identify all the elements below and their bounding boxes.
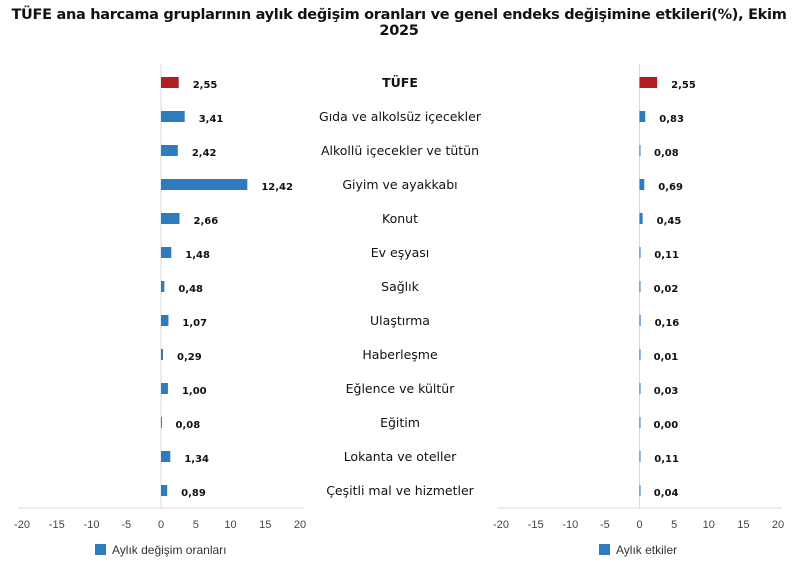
x-tick-label: 5: [671, 519, 677, 531]
bar: [639, 77, 658, 88]
data-label: 12,42: [261, 182, 293, 193]
data-label: 0,45: [657, 216, 682, 227]
category-label: TÜFE: [382, 75, 418, 90]
data-label: 0,11: [654, 250, 679, 261]
data-label: 0,04: [654, 488, 679, 499]
bar: [161, 349, 164, 360]
x-tick-label: -5: [121, 519, 131, 531]
x-tick-label: 20: [294, 519, 306, 531]
data-label: 1,34: [184, 454, 209, 465]
data-label: 0,11: [654, 454, 679, 465]
x-tick-label: -15: [528, 519, 544, 531]
bar: [161, 281, 165, 292]
category-label: Ev eşyası: [371, 245, 430, 260]
x-tick-label: 15: [259, 519, 271, 531]
bar: [639, 485, 641, 496]
bar: [639, 145, 641, 156]
data-label: 0,48: [178, 284, 203, 295]
x-tick-label: -5: [600, 519, 610, 531]
bar: [639, 281, 641, 292]
bar: [639, 179, 645, 190]
category-label: Giyim ve ayakkabı: [342, 177, 457, 192]
bar: [639, 417, 641, 428]
x-tick-label: 10: [224, 519, 236, 531]
bar: [161, 485, 168, 496]
data-label: 3,41: [199, 114, 224, 125]
bar: [161, 111, 185, 122]
data-label: 2,55: [193, 80, 218, 91]
bar: [639, 383, 641, 394]
bar: [161, 145, 178, 156]
category-label: Ulaştırma: [370, 313, 430, 328]
category-label: Eğitim: [380, 415, 420, 430]
bar: [161, 247, 172, 258]
data-label: 1,48: [185, 250, 210, 261]
x-tick-label: -20: [14, 519, 30, 531]
bar: [161, 213, 180, 224]
bar: [639, 349, 641, 360]
x-tick-label: 10: [703, 519, 715, 531]
x-tick-label: 5: [193, 519, 199, 531]
category-label: Konut: [382, 211, 418, 226]
category-label: Haberleşme: [362, 347, 438, 362]
data-label: 0,89: [181, 488, 206, 499]
data-label: 1,07: [182, 318, 207, 329]
category-label: Alkollü içecekler ve tütün: [321, 143, 479, 158]
data-label: 0,16: [655, 318, 680, 329]
x-tick-label: -10: [562, 519, 578, 531]
data-label: 0,08: [176, 420, 201, 431]
data-label: 2,55: [671, 80, 696, 91]
legend-swatch: [95, 544, 106, 555]
legend-label: Aylık etkiler: [616, 543, 677, 557]
bar: [161, 417, 162, 428]
bar: [161, 383, 168, 394]
category-label: Çeşitli mal ve hizmetler: [326, 483, 474, 498]
bar: [639, 451, 641, 462]
x-tick-label: -10: [84, 519, 100, 531]
x-tick-label: 0: [636, 519, 642, 531]
category-label: Gıda ve alkolsüz içecekler: [319, 109, 482, 124]
bar: [639, 111, 646, 122]
category-label: Lokanta ve oteller: [344, 449, 457, 464]
data-label: 0,01: [654, 352, 679, 363]
bar: [161, 315, 169, 326]
data-label: 2,66: [193, 216, 218, 227]
bar: [639, 315, 641, 326]
x-tick-label: -15: [49, 519, 65, 531]
x-tick-label: -20: [493, 519, 509, 531]
chart-title: TÜFE ana harcama gruplarının aylık değiş…: [11, 7, 787, 39]
category-label: Sağlık: [381, 279, 419, 294]
bar: [161, 179, 248, 190]
bar: [161, 77, 179, 88]
data-label: 0,00: [654, 420, 679, 431]
data-label: 0,08: [654, 148, 679, 159]
data-label: 2,42: [192, 148, 217, 159]
data-label: 1,00: [182, 386, 207, 397]
bar: [639, 247, 641, 258]
data-label: 0,29: [177, 352, 202, 363]
data-label: 0,69: [658, 182, 683, 193]
category-label: Eğlence ve kültür: [346, 381, 456, 396]
legend-swatch: [599, 544, 610, 555]
data-label: 0,83: [659, 114, 684, 125]
legend-label: Aylık değişim oranları: [112, 543, 227, 557]
bar: [639, 213, 643, 224]
x-tick-label: 15: [737, 519, 749, 531]
x-tick-label: 0: [158, 519, 164, 531]
data-label: 0,02: [654, 284, 679, 295]
data-label: 0,03: [654, 386, 679, 397]
bar: [161, 451, 171, 462]
x-tick-label: 20: [772, 519, 784, 531]
